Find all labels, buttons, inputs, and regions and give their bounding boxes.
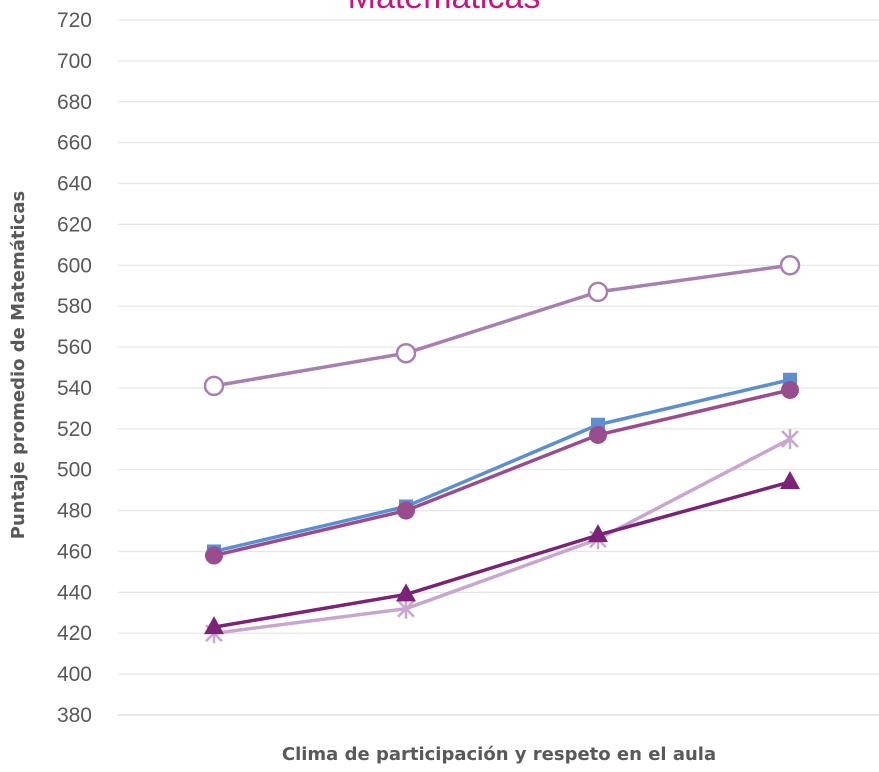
data-point (589, 425, 607, 444)
y-tick-label: 680 (57, 91, 92, 114)
data-point (397, 501, 415, 520)
y-tick-label: 460 (57, 540, 92, 563)
y-tick-label: 540 (57, 377, 92, 400)
y-tick-label: 700 (57, 50, 92, 73)
series-line (213, 388, 791, 558)
y-tick-label: 500 (57, 459, 92, 482)
data-point (397, 598, 415, 619)
series-circle (205, 380, 799, 565)
series-line (213, 378, 791, 554)
y-tick-label: 480 (57, 500, 92, 523)
gridlines (118, 19, 879, 716)
data-point (781, 429, 799, 450)
x-axis-title: Clima de participación y respeto en el a… (282, 744, 716, 765)
series-line (213, 263, 791, 388)
y-tick-label: 380 (57, 704, 92, 727)
data-point (781, 380, 799, 399)
series-square (207, 372, 797, 559)
y-tick-label: 440 (57, 581, 92, 604)
y-axis-title: Puntaje promedio de Matemáticas (8, 191, 29, 539)
y-tick-label: 720 (57, 9, 92, 32)
data-point (779, 255, 801, 276)
data-point (780, 470, 800, 489)
y-tick-label: 560 (57, 336, 92, 359)
data-point (587, 281, 609, 303)
data-point (395, 342, 417, 364)
series-group (203, 255, 801, 644)
y-tick-label: 420 (57, 622, 92, 645)
y-tick-label: 620 (57, 213, 92, 236)
y-tick-label: 520 (57, 418, 92, 441)
series-open-circle (203, 255, 801, 397)
y-tick-label: 600 (57, 254, 92, 277)
series-triangle (204, 470, 800, 635)
series-line (213, 437, 791, 635)
chart-title: Matemáticas (348, 0, 541, 16)
data-point (203, 375, 225, 397)
y-tick-labels: 380 400 420 440 460 480 500 520 540 560 580 600 620 6… (57, 9, 92, 727)
y-tick-label: 660 (57, 132, 92, 155)
data-point (396, 583, 416, 602)
data-point (588, 524, 608, 543)
y-tick-label: 400 (57, 663, 92, 686)
y-tick-label: 640 (57, 173, 92, 196)
data-point (205, 546, 223, 565)
series-line (213, 480, 791, 629)
data-point (204, 616, 224, 635)
y-tick-label: 580 (57, 295, 92, 318)
